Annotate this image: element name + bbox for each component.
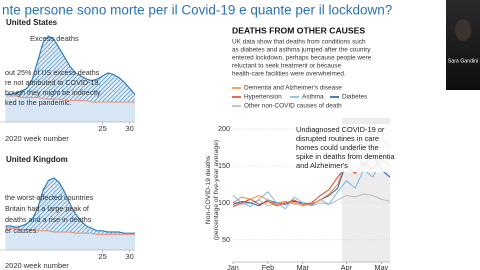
y-axis-label: (percentage of five-year average)	[213, 140, 220, 241]
x-tick-label: Mar	[297, 263, 310, 270]
legend-label: Diabetes	[342, 94, 367, 101]
x-axis-label: 2020 week number	[5, 261, 69, 270]
participant-name: Sara Gandini	[448, 58, 478, 64]
annotation: Excess deaths	[30, 34, 79, 43]
x-tick-label: Feb	[262, 263, 274, 270]
baseline-area	[5, 228, 136, 250]
y-axis-label: Non-COVID-19 deaths	[205, 155, 212, 224]
series-line	[5, 95, 135, 103]
series-line	[5, 35, 136, 96]
description: entered lockdown, perhaps because people…	[232, 55, 372, 62]
webcam-tile	[446, 0, 480, 90]
annotation: deaths and a rise in deaths	[5, 215, 92, 224]
annotation: hough they might be indirectly	[5, 88, 101, 97]
x-axis-label: 2020 week number	[5, 134, 69, 143]
legend-label: Hypertension	[244, 94, 282, 101]
legend-label: Other non-COVID causes of death	[244, 103, 342, 110]
excess-area	[5, 36, 136, 103]
chart-title: DEATHS FROM OTHER CAUSES	[232, 25, 365, 35]
x-tick-label: 25	[98, 252, 106, 261]
description: UK data show that deaths from conditions…	[232, 39, 366, 46]
y-tick-label: 200	[218, 124, 230, 133]
y-tick-label: 100	[218, 198, 230, 207]
x-tick-label: Jan	[227, 263, 239, 270]
x-tick-label: Apr	[341, 263, 353, 270]
series-line	[5, 177, 135, 234]
excess-area	[5, 178, 136, 235]
annotation: out 25% of US excess deaths	[5, 68, 100, 77]
y-tick-label: 50	[222, 235, 230, 244]
annotation: disrupted routines in care	[296, 134, 379, 143]
annotation: re not attributed to COVID-19,	[5, 78, 100, 87]
annotation: spike in deaths from dementia	[296, 152, 395, 161]
y-tick-label: 150	[218, 161, 230, 170]
x-tick-label: 30	[125, 124, 133, 133]
description: reluctant to seek treatment or because	[232, 63, 342, 70]
chart-title: United States	[6, 18, 58, 27]
annotation: Britain had a large peak of	[5, 204, 89, 213]
legend-label: Asthma	[302, 94, 324, 101]
slide-title: nte persone sono morte per il Covid-19 e…	[2, 3, 392, 18]
annotation: er causes.	[5, 226, 38, 235]
charts: United States Excess deaths out 25% of US …	[0, 18, 395, 270]
description: as diabetes and asthma jumped after the …	[232, 47, 371, 54]
chart-title: United Kingdom	[6, 155, 68, 164]
webcam-person	[455, 19, 471, 41]
x-tick-label: May	[374, 263, 388, 270]
legend-label: Dementia and Alzheimer's disease	[244, 85, 342, 92]
annotation: ked to the pandemic.	[5, 98, 72, 107]
annotation: Undiagnosed COVID-19 or	[296, 125, 385, 134]
series-line	[5, 227, 135, 235]
annotation-box	[294, 124, 390, 172]
x-tick-label: 25	[98, 124, 106, 133]
annotation: and Alzheimer's	[296, 161, 348, 170]
description: health-care facilities were overwhelmed.	[232, 71, 346, 78]
annotation: the worst-affected countries	[5, 193, 94, 202]
x-tick-label: 30	[125, 252, 133, 261]
annotation: homes could underlie the	[296, 143, 379, 152]
